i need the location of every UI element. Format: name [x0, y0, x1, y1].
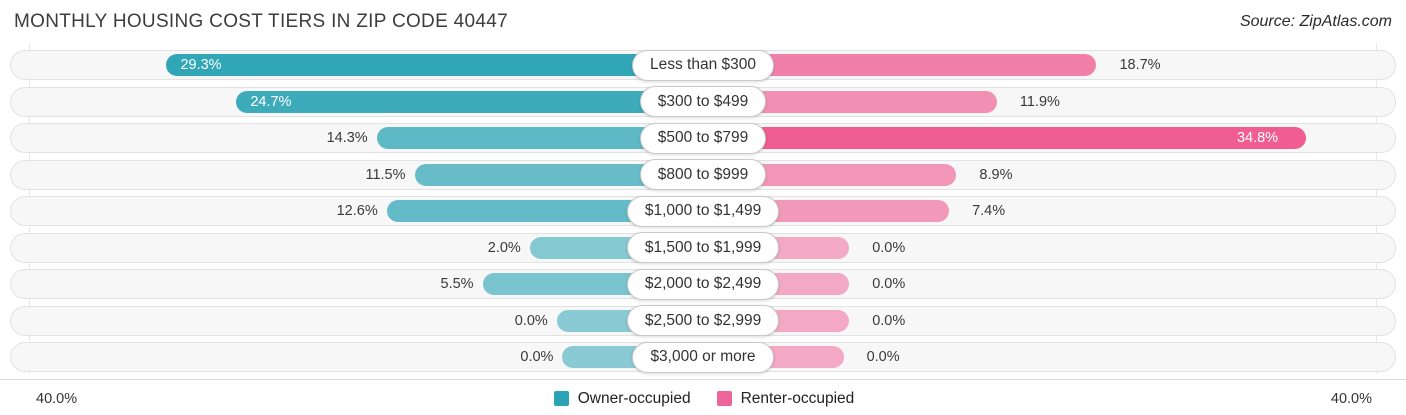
renter-zone: 7.4% — [765, 200, 1395, 222]
chart-header: MONTHLY HOUSING COST TIERS IN ZIP CODE 4… — [0, 0, 1406, 47]
renter-zone: 0.0% — [759, 346, 1395, 368]
owner-zone: 2.0% — [11, 236, 641, 259]
category-pill: $1,000 to $1,499 — [626, 195, 780, 227]
renter-zone: 0.0% — [765, 236, 1395, 259]
owner-zone: 0.0% — [11, 346, 647, 368]
legend-label: Owner-occupied — [577, 389, 691, 407]
legend-label: Renter-occupied — [740, 389, 855, 407]
owner-zone: 24.7% — [11, 90, 654, 113]
chart-row: 2.0% $1,500 to $1,999 0.0% — [10, 232, 1396, 263]
chart-row: 14.3% $500 to $799 34.8% — [10, 122, 1396, 154]
legend-item-renter-occupied: Renter-occupied — [716, 389, 855, 408]
owner-zone: 14.3% — [11, 127, 654, 149]
renter-value-label: 18.7% — [1119, 57, 1161, 73]
owner-value-label: 12.6% — [336, 203, 378, 219]
renter-value-label: 0.0% — [872, 276, 906, 292]
owner-zone: 5.5% — [11, 273, 641, 295]
owner-zone: 11.5% — [11, 163, 654, 186]
owner-value-label: 29.3% — [180, 57, 222, 73]
renter-zone: 0.0% — [765, 273, 1395, 295]
owner-value-label: 11.5% — [365, 166, 406, 183]
renter-bar — [752, 163, 957, 186]
renter-bar: 34.8% — [752, 127, 1307, 149]
renter-zone: 18.7% — [760, 54, 1395, 76]
owner-bar — [529, 236, 641, 259]
category-pill: $2,000 to $2,499 — [626, 268, 780, 300]
renter-value-label: 8.9% — [979, 166, 1013, 183]
owner-bar — [414, 163, 654, 186]
source-attribution: Source: ZipAtlas.com — [1239, 13, 1392, 30]
legend-swatch — [716, 391, 732, 406]
category-pill: $500 to $799 — [639, 122, 767, 154]
renter-zone: 8.9% — [752, 163, 1395, 186]
category-pill: $800 to $999 — [639, 159, 767, 190]
diverging-bar-chart: 29.3% Less than $300 18.7% 24.7% $300 to $49… — [0, 43, 1406, 374]
legend-swatch — [553, 391, 569, 406]
chart-footer: 40.0% Owner-occupied Renter-occupied 40.0… — [0, 378, 1406, 415]
renter-zone: 11.9% — [752, 90, 1395, 113]
axis-max-label-left: 40.0% — [36, 390, 78, 407]
owner-bar: 24.7% — [236, 90, 654, 113]
axis-max-label-right: 40.0% — [1330, 390, 1372, 407]
legend: Owner-occupied Renter-occupied — [553, 389, 855, 408]
chart-row: 12.6% $1,000 to $1,499 7.4% — [10, 195, 1396, 227]
chart-row: 5.5% $2,000 to $2,499 0.0% — [10, 268, 1396, 300]
renter-bar — [760, 54, 1097, 76]
owner-zone: 29.3% — [11, 54, 646, 76]
owner-value-label: 5.5% — [440, 276, 474, 292]
renter-zone: 34.8% — [752, 127, 1395, 149]
category-pill: Less than $300 — [632, 49, 775, 81]
owner-value-label: 0.0% — [520, 349, 554, 365]
renter-value-label: 0.0% — [866, 349, 900, 365]
owner-bar — [376, 127, 654, 149]
renter-bar — [765, 200, 950, 222]
owner-zone: 12.6% — [11, 200, 641, 222]
owner-value-label: 2.0% — [487, 239, 521, 256]
owner-bar — [386, 200, 641, 222]
renter-bar — [752, 90, 997, 113]
renter-zone: 0.0% — [765, 309, 1395, 332]
category-pill: $300 to $499 — [639, 86, 767, 117]
chart-row: 0.0% $3,000 or more 0.0% — [10, 341, 1396, 373]
renter-bar — [765, 309, 850, 332]
owner-bar — [562, 346, 647, 368]
legend-item-owner-occupied: Owner-occupied — [553, 389, 691, 408]
chart-row: 29.3% Less than $300 18.7% — [10, 49, 1396, 81]
renter-bar — [759, 346, 844, 368]
renter-value-label: 0.0% — [872, 312, 906, 329]
renter-value-label: 34.8% — [1236, 130, 1279, 146]
chart-title: MONTHLY HOUSING COST TIERS IN ZIP CODE 4… — [14, 11, 508, 32]
renter-bar — [765, 273, 850, 295]
category-pill: $2,500 to $2,999 — [626, 305, 780, 336]
chart-row: 24.7% $300 to $499 11.9% — [10, 86, 1396, 117]
owner-value-label: 0.0% — [514, 312, 548, 329]
chart-row: 11.5% $800 to $999 8.9% — [10, 159, 1396, 190]
renter-value-label: 11.9% — [1019, 93, 1060, 110]
owner-value-label: 24.7% — [250, 93, 292, 110]
renter-value-label: 7.4% — [972, 203, 1006, 219]
owner-bar — [556, 309, 641, 332]
owner-zone: 0.0% — [11, 309, 641, 332]
renter-value-label: 0.0% — [872, 239, 906, 256]
owner-bar — [482, 273, 641, 295]
owner-bar: 29.3% — [166, 54, 646, 76]
chart-row: 0.0% $2,500 to $2,999 0.0% — [10, 305, 1396, 336]
category-pill: $3,000 or more — [632, 341, 774, 373]
owner-value-label: 14.3% — [326, 130, 368, 146]
category-pill: $1,500 to $1,999 — [626, 232, 780, 263]
renter-bar — [765, 236, 850, 259]
